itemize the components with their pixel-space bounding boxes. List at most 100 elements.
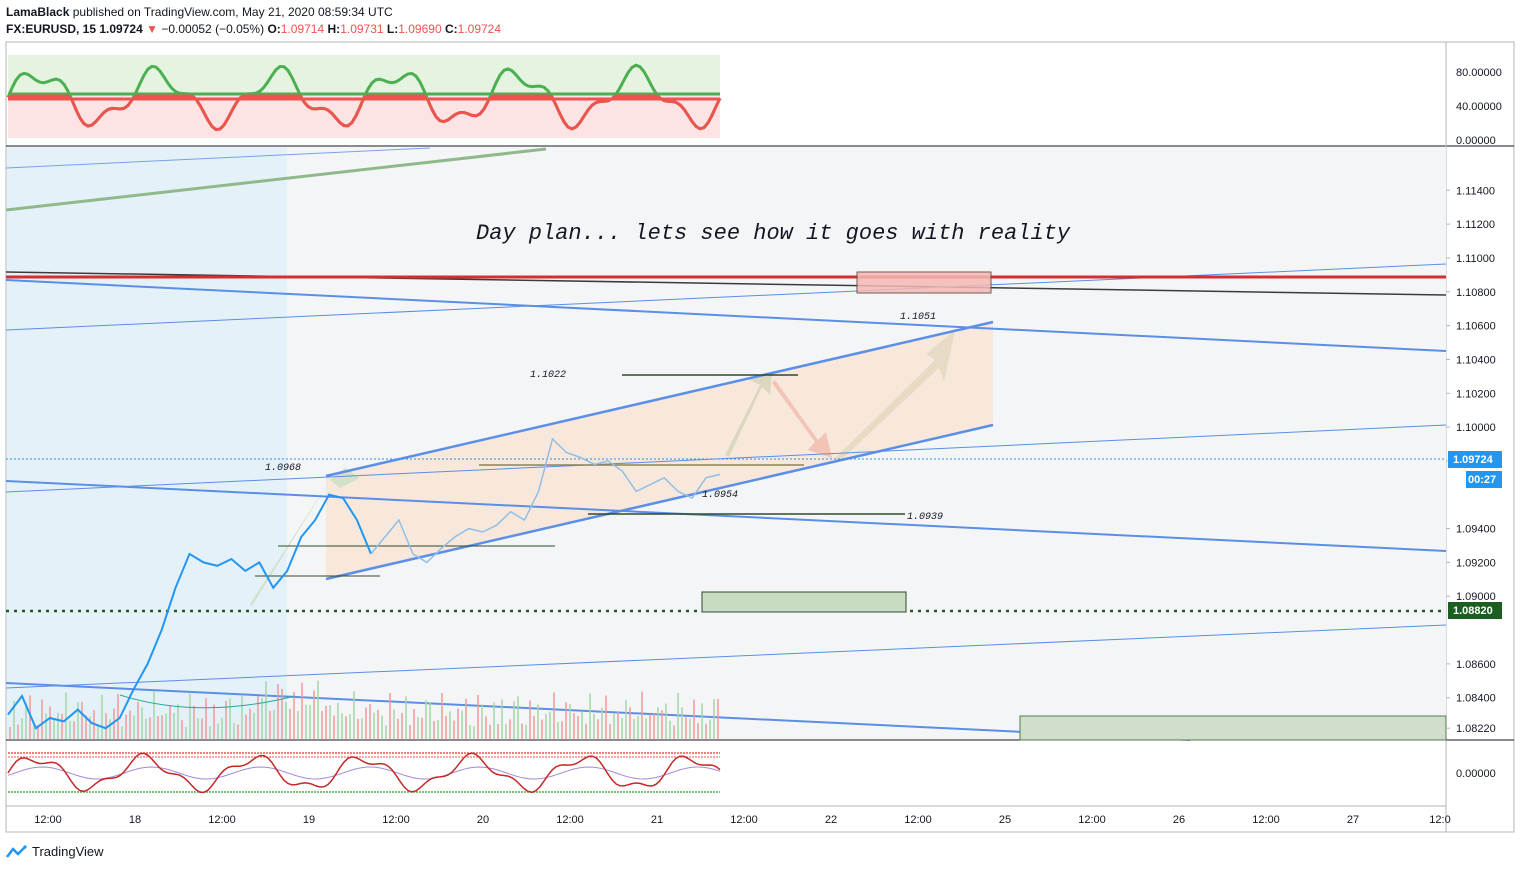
volume-bar: [529, 700, 531, 739]
time-tick-label: 12:0: [1429, 814, 1450, 826]
volume-bar: [585, 723, 587, 739]
ma-curve: [119, 694, 296, 709]
volume-bar: [713, 699, 715, 739]
author-name[interactable]: LamaBlack: [6, 5, 70, 19]
low-value: 1.09690: [398, 22, 442, 36]
oscillator-line-bear: [7, 94, 722, 132]
volume-bar: [565, 702, 567, 739]
volume-bar: [693, 699, 695, 739]
volume-bar: [161, 715, 163, 739]
volume-bar: [417, 717, 419, 739]
symbol-legend: FX:EURUSD, 15 1.09724 ▼ −0.00052 (−0.05%…: [6, 22, 501, 36]
volume-bars: [9, 680, 719, 739]
volume-bar: [469, 724, 471, 739]
volume-bar: [309, 705, 311, 739]
level-label-2: 1.1022: [530, 370, 566, 381]
volume-bar: [677, 692, 679, 739]
volume-bar: [109, 719, 111, 739]
tradingview-logo[interactable]: TradingView: [6, 844, 104, 859]
high-value: 1.09731: [340, 22, 384, 36]
osc-tick-label: 40.00000: [1456, 101, 1502, 113]
price-tick-label: 1.11200: [1456, 219, 1495, 231]
volume-bar: [369, 704, 371, 739]
volume-bar: [685, 717, 687, 739]
volume-bar: [449, 711, 451, 739]
volume-bar: [377, 709, 379, 739]
volume-bar: [357, 718, 359, 739]
volume-bar: [569, 704, 571, 739]
volume-bar: [153, 691, 155, 739]
volume-bar: [681, 707, 683, 739]
volume-bar: [193, 705, 195, 739]
volume-bar: [601, 707, 603, 739]
price-tick-label: 1.11400: [1456, 185, 1495, 197]
volume-bar: [645, 718, 647, 739]
volume-bar: [709, 719, 711, 739]
open-label: O:: [267, 22, 281, 36]
volume-bar: [361, 718, 363, 739]
plan-arrow-1: [250, 468, 360, 606]
close-label: C:: [444, 22, 458, 36]
level-label-3: 1.0968: [265, 463, 301, 474]
volume-bar: [333, 715, 335, 739]
volume-bar: [577, 715, 579, 739]
osc-tick-label: 80.00000: [1456, 67, 1502, 79]
time-tick-label: 26: [1173, 814, 1185, 826]
volume-bar: [57, 712, 59, 739]
level-label-4: 1.0954: [702, 490, 738, 501]
price-tick-label: 1.08220: [1456, 723, 1496, 735]
volume-bar: [229, 698, 231, 739]
volume-bar: [533, 716, 535, 739]
volume-bar: [237, 724, 239, 739]
resistance-zone: [856, 271, 992, 294]
trend-line-down-1: [5, 279, 1447, 352]
volume-bar: [197, 718, 199, 739]
plan-arrow-2: [725, 372, 772, 457]
volume-bar: [669, 720, 671, 739]
osc-tick-label: 0.00000: [1456, 135, 1496, 147]
volume-bar: [305, 704, 307, 739]
trend-lines: [5, 147, 1447, 741]
volume-bar: [285, 701, 287, 739]
volume-bar: [297, 711, 299, 739]
annotation-text[interactable]: Day plan... lets see how it goes with re…: [476, 221, 1071, 246]
volume-bar: [185, 726, 187, 739]
symbol-name[interactable]: FX:EURUSD, 15: [6, 22, 97, 36]
volume-bar: [717, 699, 719, 739]
price-tick-label: 1.09000: [1456, 591, 1496, 603]
volume-bar: [521, 723, 523, 739]
low-label: L:: [386, 22, 399, 36]
volume-bar: [113, 708, 115, 739]
trend-line-thin-1: [5, 147, 431, 169]
volume-bar: [653, 713, 655, 739]
time-tick-label: 12:00: [904, 814, 932, 826]
volume-bar: [225, 700, 227, 739]
time-axis[interactable]: 12:00 18 12:00 19 12:00 20 12:00 21 12:00 22 12:00…: [34, 814, 1450, 826]
channel-fill: [326, 322, 993, 580]
volume-bar: [381, 715, 383, 739]
time-tick-label: 12:00: [208, 814, 236, 826]
price-tick-label: 1.10000: [1456, 422, 1496, 434]
volume-bar: [37, 724, 39, 739]
time-tick-label: 12:00: [34, 814, 62, 826]
volume-bar: [405, 696, 407, 739]
volume-bar: [117, 694, 119, 739]
osc-upper-zone: [8, 55, 720, 95]
last-price: 1.09724: [99, 22, 143, 36]
volume-bar: [173, 712, 175, 739]
volume-bar: [281, 688, 283, 739]
volume-bar: [105, 713, 107, 739]
volume-bar: [525, 724, 527, 739]
lower-axis[interactable]: 0.00000: [1456, 768, 1496, 780]
volume-bar: [301, 682, 303, 739]
volume-bar: [325, 705, 327, 739]
volume-bar: [65, 692, 67, 739]
volume-bar: [25, 702, 27, 739]
volume-bar: [265, 681, 267, 739]
volume-bar: [61, 713, 63, 739]
volume-bar: [269, 710, 271, 739]
volume-bar: [481, 704, 483, 739]
oscillator-axis[interactable]: 80.00000 40.00000 0.00000: [1456, 67, 1502, 147]
open-value: 1.09714: [280, 22, 325, 36]
